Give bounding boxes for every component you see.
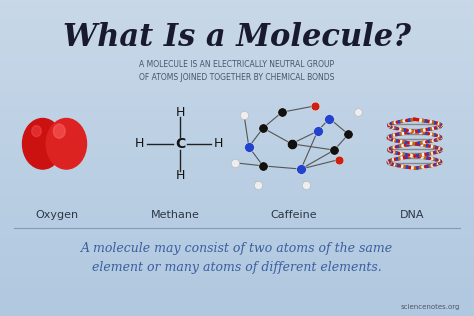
Point <box>288 141 295 146</box>
Text: DNA: DNA <box>400 210 425 220</box>
Text: H: H <box>175 169 185 182</box>
Text: sciencenotes.org: sciencenotes.org <box>401 304 460 310</box>
Text: H: H <box>213 137 223 150</box>
Text: H: H <box>135 137 145 150</box>
Ellipse shape <box>23 118 63 169</box>
Point <box>314 129 321 134</box>
Point <box>278 110 286 115</box>
Point <box>330 148 338 153</box>
Text: A MOLECULE IS AN ELECTRICALLY NEUTRAL GROUP
OF ATOMS JOINED TOGETHER BY CHEMICAL: A MOLECULE IS AN ELECTRICALLY NEUTRAL GR… <box>139 60 335 82</box>
Ellipse shape <box>32 125 41 137</box>
Point <box>326 116 333 121</box>
Text: H: H <box>175 106 185 119</box>
Point <box>335 157 343 162</box>
Point <box>259 125 267 131</box>
Point <box>345 132 352 137</box>
Ellipse shape <box>46 118 86 169</box>
Point <box>231 160 238 165</box>
Text: C: C <box>175 137 185 151</box>
Text: Caffeine: Caffeine <box>271 210 317 220</box>
Point <box>255 182 262 187</box>
Point <box>297 167 305 172</box>
Ellipse shape <box>53 124 65 138</box>
Text: Oxygen: Oxygen <box>36 210 78 220</box>
Text: Methane: Methane <box>151 210 200 220</box>
Point <box>354 110 362 115</box>
Point <box>259 163 267 168</box>
Point <box>245 144 253 149</box>
Text: What Is a Molecule?: What Is a Molecule? <box>63 22 411 53</box>
Point <box>240 113 248 118</box>
Text: A molecule may consist of two atoms of the same
element or many atoms of differe: A molecule may consist of two atoms of t… <box>81 241 393 274</box>
Point <box>311 103 319 108</box>
Point <box>302 182 310 187</box>
